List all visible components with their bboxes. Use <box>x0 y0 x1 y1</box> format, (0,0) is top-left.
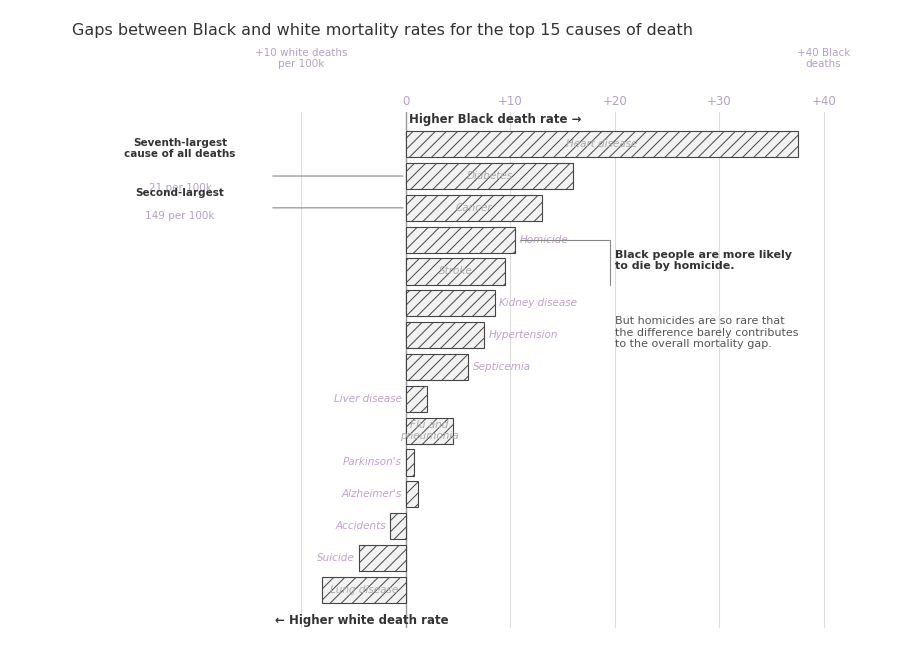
Text: Septicemia: Septicemia <box>472 362 531 372</box>
Bar <box>406 195 542 221</box>
Bar <box>406 258 505 284</box>
Bar <box>406 322 484 348</box>
Text: +10 white deaths
per 100k: +10 white deaths per 100k <box>255 48 347 69</box>
Bar <box>406 386 427 412</box>
Text: Stroke: Stroke <box>438 266 473 276</box>
Text: Seventh-largest
cause of all deaths: Seventh-largest cause of all deaths <box>124 138 236 159</box>
Text: Homicide: Homicide <box>519 235 569 245</box>
Bar <box>390 513 406 539</box>
Bar <box>406 418 453 444</box>
Text: Accidents: Accidents <box>336 521 386 531</box>
Bar <box>322 576 406 603</box>
Bar <box>406 163 573 189</box>
Text: +40 Black
deaths: +40 Black deaths <box>797 48 850 69</box>
Text: Black people are more likely
to die by homicide.: Black people are more likely to die by h… <box>615 250 792 272</box>
Bar <box>406 290 495 317</box>
Text: Kidney disease: Kidney disease <box>499 298 577 308</box>
Bar <box>406 131 797 157</box>
Text: 21 per 100k: 21 per 100k <box>148 182 211 192</box>
Text: Gaps between Black and white mortality rates for the top 15 causes of death: Gaps between Black and white mortality r… <box>72 23 693 38</box>
Bar <box>406 481 419 508</box>
Bar <box>406 227 516 253</box>
Text: Suicide: Suicide <box>317 553 355 563</box>
Text: Diabetes: Diabetes <box>466 171 512 181</box>
Text: Lung disease: Lung disease <box>330 585 398 595</box>
Text: Liver disease: Liver disease <box>334 394 401 404</box>
Bar <box>406 449 414 475</box>
Text: Heart disease: Heart disease <box>566 139 637 149</box>
Text: But homicides are so rare that
the difference barely contributes
to the overall : But homicides are so rare that the diffe… <box>615 316 798 349</box>
Text: Parkinson's: Parkinson's <box>343 457 401 467</box>
Text: ← Higher white death rate: ← Higher white death rate <box>275 613 449 627</box>
Text: 149 per 100k: 149 per 100k <box>145 211 215 221</box>
Text: Higher Black death rate →: Higher Black death rate → <box>409 114 581 126</box>
Text: Hypertension: Hypertension <box>489 330 558 340</box>
Text: Flu and
pneumonia: Flu and pneumonia <box>400 420 459 442</box>
Bar <box>359 545 406 571</box>
Text: Alzheimer's: Alzheimer's <box>341 489 401 499</box>
Bar <box>406 354 469 380</box>
Text: Second-largest: Second-largest <box>136 188 224 198</box>
Text: Cancer: Cancer <box>455 203 492 213</box>
